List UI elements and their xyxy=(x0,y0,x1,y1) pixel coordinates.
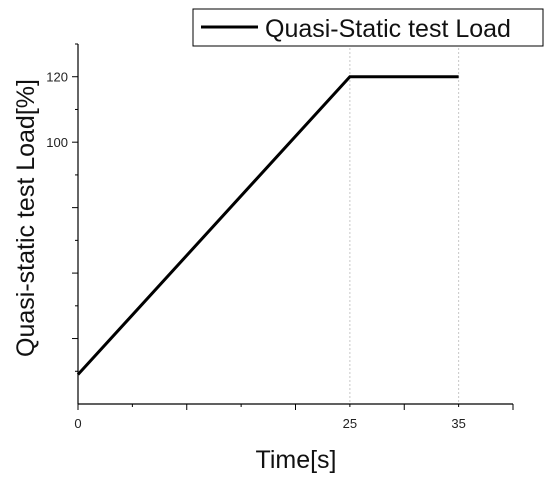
axes xyxy=(77,44,513,405)
y-axis-title: Quasi-static test Load[%] xyxy=(12,79,40,357)
series-layer xyxy=(76,75,459,376)
series-line xyxy=(76,75,459,376)
x-tick-label: 0 xyxy=(74,416,81,431)
y-tick-label: 100 xyxy=(46,135,68,150)
legend-label: Quasi-Static test Load xyxy=(265,15,511,43)
y-tick-label: 120 xyxy=(46,70,68,85)
x-tick-label: 35 xyxy=(451,416,465,431)
grid-layer xyxy=(349,44,460,404)
x-axis-title: Time[s] xyxy=(255,446,336,474)
ticks: 0 25 35 100 120 xyxy=(46,43,514,431)
x-tick-label: 25 xyxy=(343,416,357,431)
legend: Quasi-Static test Load xyxy=(192,8,544,47)
